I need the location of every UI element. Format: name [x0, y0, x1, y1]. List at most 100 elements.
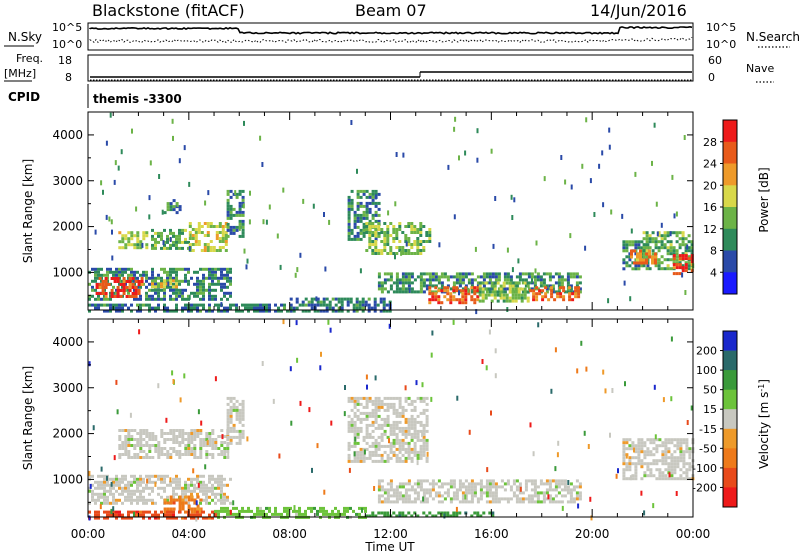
colorbar-segment: [723, 428, 737, 449]
echo-cell: [220, 444, 224, 447]
echo-cell: [521, 491, 525, 495]
echo-cell: [478, 299, 482, 303]
echo-cell: [395, 514, 399, 518]
echo-cell: [642, 237, 646, 241]
echo-cell: [630, 249, 633, 253]
echo-cell: [232, 207, 236, 211]
echo-cell: [419, 396, 423, 400]
echo-cell: [148, 288, 151, 292]
echo-cell: [461, 301, 465, 305]
echo-cell: [356, 204, 360, 208]
echo-cell: [398, 411, 402, 415]
echo-cell: [401, 287, 405, 291]
echo-cell: [172, 199, 176, 203]
echo-cell: [685, 438, 689, 442]
noise-point: [294, 272, 297, 278]
echo-cell: [119, 289, 123, 292]
echo-cell: [660, 246, 664, 250]
echo-cell: [229, 276, 232, 280]
echo-cell: [256, 512, 259, 516]
echo-cell: [226, 444, 230, 447]
echo-cell: [446, 511, 450, 515]
echo-cell: [199, 483, 202, 487]
echo-cell: [223, 285, 226, 289]
echo-cell: [434, 295, 438, 299]
echo-cell: [470, 284, 474, 288]
echo-cell: [133, 279, 136, 283]
echo-cell: [94, 480, 97, 484]
echo-cell: [407, 252, 411, 255]
echo-cell: [383, 243, 387, 246]
echo-cell: [97, 498, 100, 502]
echo-cell: [440, 482, 444, 486]
echo-cell: [578, 497, 582, 501]
echo-cell: [541, 295, 545, 299]
echo-cell: [502, 284, 506, 288]
nave-scale-bottom: 0: [708, 71, 715, 84]
echo-cell: [446, 491, 450, 495]
echo-cell: [383, 234, 387, 237]
echo-cell: [139, 246, 143, 250]
echo-cell: [217, 498, 220, 502]
echo-cell: [121, 285, 124, 289]
echo-cell: [428, 292, 432, 296]
echo-cell: [404, 482, 408, 486]
nsearch-scale-top: 10^5: [706, 21, 736, 34]
echo-cell: [410, 435, 414, 439]
noise-point: [669, 231, 672, 237]
echo-cell: [407, 497, 411, 501]
echo-cell: [217, 486, 220, 490]
echo-cell: [524, 497, 528, 501]
echo-cell: [524, 284, 528, 288]
echo-cell: [283, 509, 286, 513]
echo-cell: [666, 240, 670, 244]
echo-cell: [386, 408, 390, 412]
echo-cell: [416, 231, 420, 234]
echo-cell: [232, 435, 236, 439]
echo-cell: [124, 450, 128, 453]
echo-cell: [286, 512, 289, 516]
echo-cell: [631, 456, 635, 460]
noise-point: [474, 246, 477, 252]
echo-cell: [154, 240, 157, 244]
echo-cell: [401, 453, 405, 457]
echo-cell: [226, 204, 230, 208]
echo-cell: [115, 483, 118, 487]
echo-cell: [217, 435, 221, 438]
echo-cell: [184, 297, 187, 301]
echo-cell: [229, 441, 233, 445]
echo-cell: [151, 228, 154, 232]
echo-cell: [655, 438, 659, 442]
echo-cell: [386, 278, 390, 282]
echo-cell: [226, 306, 229, 310]
echo-cell: [191, 234, 195, 237]
echo-cell: [331, 306, 335, 310]
echo-cell: [145, 441, 149, 444]
noise-point: [430, 396, 433, 402]
echo-cell: [365, 417, 369, 421]
echo-cell: [428, 286, 432, 290]
echo-cell: [637, 459, 641, 463]
echo-cell: [428, 237, 432, 240]
echo-cell: [385, 309, 389, 313]
echo-cell: [657, 261, 661, 265]
noise-point: [517, 258, 520, 264]
noise-point: [219, 493, 222, 499]
echo-cell: [569, 497, 573, 501]
echo-cell: [464, 275, 468, 279]
echo-cell: [578, 290, 582, 294]
echo-cell: [365, 405, 369, 409]
echo-cell: [211, 279, 214, 283]
noise-point: [531, 278, 533, 284]
echo-cell: [416, 275, 420, 279]
echo-cell: [398, 438, 402, 442]
echo-cell: [160, 297, 163, 301]
echo-cell: [196, 474, 199, 478]
echo-cell: [205, 309, 208, 313]
echo-cell: [401, 272, 405, 276]
echo-cell: [265, 306, 268, 310]
echo-cell: [536, 494, 540, 498]
echo-cell: [253, 512, 256, 516]
echo-cell: [136, 246, 140, 250]
echo-cell: [392, 231, 396, 234]
